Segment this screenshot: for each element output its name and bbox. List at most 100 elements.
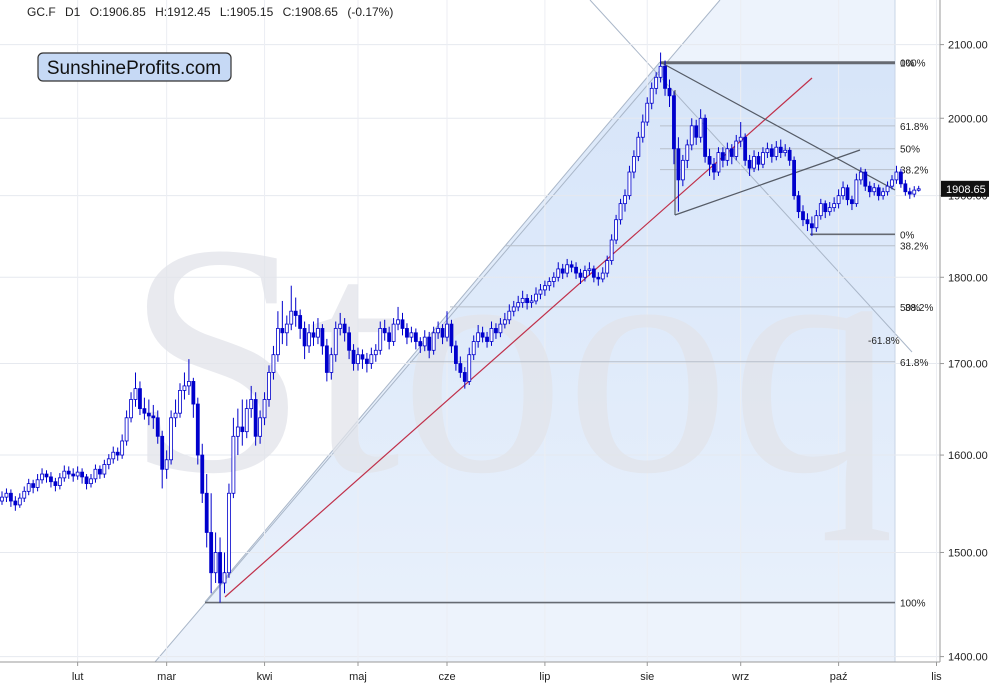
candle-body [578, 272, 583, 278]
candle-body [405, 328, 409, 338]
logo: SunshineProfits.com [47, 58, 221, 79]
fib-label: 61.8% [900, 358, 928, 369]
candle-body [685, 144, 690, 161]
candle-body [453, 345, 458, 364]
candle-body [431, 332, 436, 351]
candle-body [186, 381, 191, 387]
candle-body [191, 381, 196, 405]
triangle-line [674, 149, 861, 216]
candle-body [832, 203, 837, 209]
x-tick-label: cze [438, 671, 455, 683]
candle-body [258, 417, 263, 437]
candle-body [80, 471, 84, 478]
candle-body [244, 408, 249, 433]
field-label: H: [155, 5, 167, 19]
candle-body [458, 363, 463, 373]
candle-body [218, 552, 222, 584]
candle-body [761, 152, 765, 165]
candle-body [160, 435, 165, 470]
candle-body [721, 152, 725, 161]
candle-body [872, 187, 877, 193]
candle-body [182, 385, 187, 391]
candle-body [645, 102, 650, 123]
candle-body [102, 464, 107, 475]
candle-body [707, 156, 712, 165]
candle-body [818, 203, 823, 217]
candle-body [31, 483, 36, 488]
candle-body [769, 148, 774, 157]
candle-body [698, 117, 703, 138]
candle-body [75, 471, 80, 477]
candle-body [783, 149, 788, 154]
fib-label: 61.8% [900, 122, 928, 133]
fib-label: 138.2% [900, 0, 934, 1]
candle-body [609, 239, 614, 262]
last-price-label: 1908.65 [946, 184, 986, 196]
fan-line [204, 61, 661, 603]
candle-body [494, 328, 498, 334]
y-tick-label: 1400.00 [948, 652, 988, 664]
fib-label: 0% [900, 230, 915, 241]
candle-body [209, 532, 214, 574]
candle-body [845, 187, 850, 201]
candle-body [418, 341, 423, 347]
candle-body [841, 187, 845, 197]
candle-body [13, 500, 18, 506]
candle-body [329, 354, 334, 373]
candle-body [667, 87, 672, 97]
candle-body [623, 195, 627, 205]
candle-body [26, 483, 31, 492]
candle-body [596, 276, 601, 280]
candle-body [422, 336, 427, 347]
candle-body [213, 552, 218, 574]
candle-body [53, 481, 58, 486]
candle-body [8, 492, 13, 502]
change: (-0.17%) [347, 5, 393, 19]
candle-body [801, 211, 805, 221]
candle-body [525, 297, 529, 304]
candle-body [62, 470, 67, 479]
candle-body [253, 399, 258, 437]
candle-body [556, 268, 561, 278]
candle-body [903, 183, 908, 193]
candle-body [382, 328, 387, 334]
candle-body [569, 264, 574, 268]
candle-body [240, 426, 245, 433]
x-tick-label: lis [931, 671, 942, 683]
candle-body [640, 121, 645, 138]
candle-body [378, 328, 383, 351]
candle-body [98, 468, 102, 475]
candle-body [138, 388, 142, 410]
candle-body [267, 372, 271, 400]
y-tick-label: 1600.00 [948, 450, 988, 462]
field-label: C: [283, 5, 295, 19]
y-tick-label: 2000.00 [948, 113, 988, 125]
candle-body [858, 171, 863, 181]
candle-body [467, 354, 472, 382]
x-tick-label: sie [640, 671, 654, 683]
candle-body [195, 403, 200, 456]
candle-body [146, 412, 151, 417]
x-tick-label: kwi [257, 671, 273, 683]
candle-body [471, 341, 476, 356]
candle-body [44, 473, 49, 478]
candle-body [912, 189, 917, 195]
candle-body [916, 188, 921, 191]
candle-body [356, 354, 360, 364]
candle-body [738, 136, 743, 142]
candle-body [672, 95, 676, 150]
candle-body [480, 332, 485, 338]
watermark: Stooq [125, 177, 895, 542]
candle-body [302, 328, 307, 347]
grid [0, 0, 940, 662]
candle-body [850, 199, 854, 205]
candle-body [649, 87, 654, 104]
candle-body [106, 458, 111, 465]
candle-body [502, 319, 507, 325]
candle-body [369, 354, 374, 364]
candle-body [93, 468, 98, 480]
candle-body [591, 268, 596, 278]
candle-body [57, 477, 62, 486]
axis-labels: 1400.001500.001600.001700.001800.001900.… [72, 40, 989, 683]
